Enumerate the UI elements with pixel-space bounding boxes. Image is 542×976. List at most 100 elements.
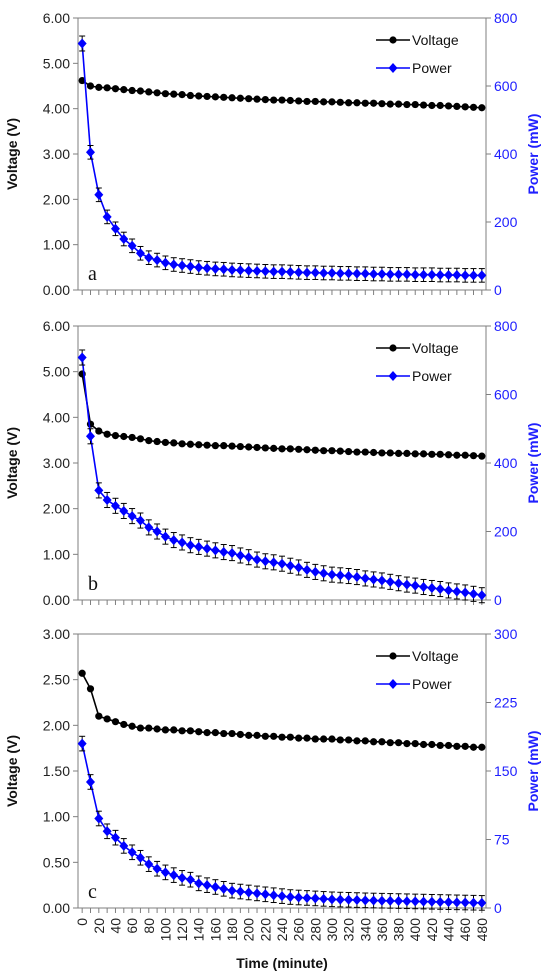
data-point — [411, 100, 419, 109]
data-point — [452, 586, 462, 597]
data-point — [95, 83, 103, 91]
x-tick-label: 220 — [257, 918, 273, 942]
legend-marker — [388, 679, 398, 689]
left-y-axis-title: Voltage (V) — [4, 118, 20, 190]
data-point — [178, 91, 186, 99]
data-point — [86, 685, 95, 693]
data-point — [436, 741, 444, 750]
data-point — [111, 432, 120, 440]
data-point — [403, 100, 411, 109]
legend-marker — [388, 371, 398, 381]
data-point — [328, 735, 336, 743]
left-tick-label: 6.00 — [43, 318, 70, 334]
data-point — [220, 442, 228, 450]
data-point — [169, 535, 179, 546]
data-point — [327, 268, 337, 278]
data-point — [120, 432, 128, 441]
data-point — [344, 894, 354, 905]
data-point — [202, 263, 212, 274]
left-tick-label: 1.00 — [43, 546, 70, 562]
data-point — [186, 91, 195, 100]
data-point — [419, 581, 429, 592]
data-point — [103, 430, 111, 438]
legend-marker — [389, 652, 397, 660]
data-point — [261, 96, 269, 104]
data-point — [335, 570, 345, 581]
data-point — [310, 893, 320, 904]
data-point — [261, 444, 269, 452]
data-point — [269, 266, 279, 277]
panel-b: 0.00 1.00 2.00 3.00 4.00 5.00 6.00 0 200 400 600 80… — [4, 318, 541, 608]
data-point — [228, 729, 236, 738]
right-tick-label: 0 — [494, 592, 502, 608]
legend: Voltage Power — [376, 648, 459, 692]
series-voltage — [78, 669, 486, 751]
data-point — [270, 96, 278, 104]
data-point — [203, 729, 211, 737]
data-point — [235, 886, 245, 897]
data-point — [152, 255, 162, 266]
right-tick-label: 0 — [494, 900, 502, 916]
data-point — [94, 813, 104, 824]
data-point — [411, 740, 419, 748]
x-tick-label: 100 — [157, 918, 173, 942]
data-point — [144, 859, 154, 870]
data-point — [135, 852, 145, 863]
data-point — [253, 95, 261, 103]
data-point — [378, 100, 386, 108]
data-point — [286, 445, 294, 453]
data-point — [145, 88, 153, 96]
data-point — [244, 887, 254, 898]
x-tick-label: 260 — [291, 918, 307, 942]
data-point — [210, 545, 220, 556]
data-point — [145, 724, 153, 732]
data-point — [345, 99, 353, 107]
data-point — [361, 99, 369, 107]
data-point — [170, 439, 178, 447]
series-power — [77, 349, 487, 604]
data-point — [369, 738, 378, 746]
x-tick-label: 420 — [424, 918, 440, 942]
data-point — [286, 96, 294, 105]
left-tick-label: 4.00 — [43, 101, 70, 117]
data-point — [352, 268, 362, 279]
data-point — [394, 100, 403, 108]
data-point — [185, 874, 195, 885]
left-tick-label: 6.00 — [43, 10, 70, 26]
left-tick-label: 2.00 — [43, 717, 70, 733]
data-point — [260, 266, 270, 277]
x-tick-label: 80 — [141, 918, 157, 934]
data-point — [444, 102, 453, 110]
data-point — [477, 270, 487, 281]
panel-c: 0.00 0.50 1.00 1.50 2.00 2.50 3.00 0 75 150 225 300… — [4, 626, 541, 941]
legend-label: Voltage — [412, 648, 459, 664]
data-point — [178, 440, 186, 448]
data-point — [219, 883, 229, 894]
legend-label: Voltage — [412, 32, 459, 48]
data-point — [102, 826, 112, 837]
data-point — [170, 726, 178, 734]
data-point — [319, 893, 329, 904]
data-point — [202, 880, 212, 891]
right-tick-label: 300 — [494, 626, 518, 642]
data-point — [86, 420, 95, 428]
right-tick-label: 800 — [494, 318, 518, 334]
data-point — [360, 895, 370, 906]
data-point — [478, 104, 486, 112]
right-tick-label: 600 — [494, 387, 518, 403]
legend-marker — [389, 344, 397, 352]
data-point — [377, 269, 387, 280]
data-point — [120, 720, 128, 729]
data-point — [386, 100, 394, 108]
data-point — [336, 447, 344, 455]
data-point — [219, 264, 229, 275]
left-tick-label: 2.00 — [43, 191, 70, 207]
x-tick-label: 440 — [441, 918, 457, 942]
data-point — [436, 101, 444, 110]
data-point — [153, 89, 161, 97]
data-point — [302, 892, 312, 903]
right-tick-label: 800 — [494, 10, 518, 26]
series-line — [81, 373, 482, 457]
data-point — [110, 223, 120, 234]
data-point — [252, 888, 262, 899]
